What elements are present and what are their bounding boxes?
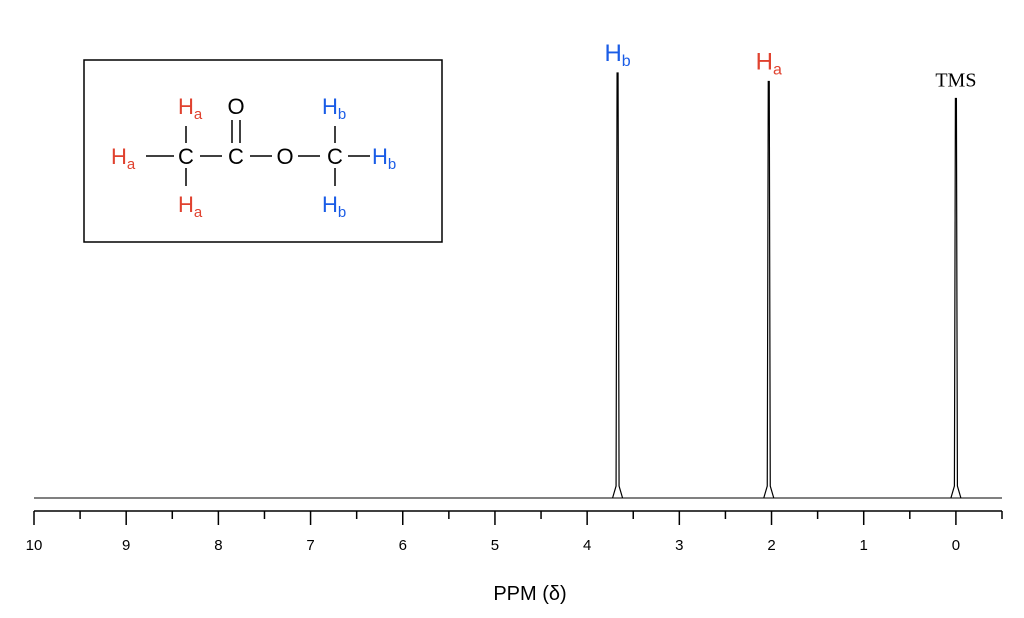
peak-label-0: Hb <box>604 40 630 70</box>
atom-c3: C <box>327 144 343 169</box>
peak-0 <box>611 72 624 499</box>
tick-label: 10 <box>26 537 43 554</box>
atom-c1: C <box>178 144 194 169</box>
tick-label: 5 <box>491 537 499 554</box>
tick-label: 0 <box>952 537 960 554</box>
atom-ha-top: Ha <box>178 94 203 123</box>
spectrum-peaks <box>611 72 962 499</box>
atom-hb-top: Hb <box>322 94 346 123</box>
peak-label-1: Ha <box>756 49 782 79</box>
atom-ha-bottom: Ha <box>178 192 203 221</box>
structure-bonds <box>146 120 370 186</box>
atom-ha-left: Ha <box>111 144 136 173</box>
peak-labels: Hb Ha TMS <box>604 40 976 92</box>
peak-1 <box>763 80 775 499</box>
tick-label: 3 <box>675 537 683 554</box>
tick-label: 2 <box>767 537 775 554</box>
peak-label-2: TMS <box>935 70 976 92</box>
atom-c2: C <box>228 144 244 169</box>
tick-label: 1 <box>860 537 868 554</box>
x-axis-tick-labels: 10 9 8 7 6 5 4 3 2 1 0 <box>26 537 960 554</box>
structure-inset: C C O C O Ha Ha Ha Hb Hb <box>83 59 443 243</box>
atom-o-ester: O <box>276 144 293 169</box>
atom-hb-right: Hb <box>372 144 396 173</box>
tick-label: 7 <box>306 537 314 554</box>
x-axis-ticks <box>33 511 1003 525</box>
tick-label: 8 <box>214 537 222 554</box>
x-axis-label: PPM (δ) <box>493 583 566 605</box>
structure-box <box>83 59 443 243</box>
tick-label: 6 <box>399 537 407 554</box>
tick-label: 4 <box>583 537 591 554</box>
atom-hb-bottom: Hb <box>322 192 346 221</box>
peak-2 <box>950 97 962 499</box>
tick-label: 9 <box>122 537 130 554</box>
atom-o-carbonyl: O <box>227 94 244 119</box>
